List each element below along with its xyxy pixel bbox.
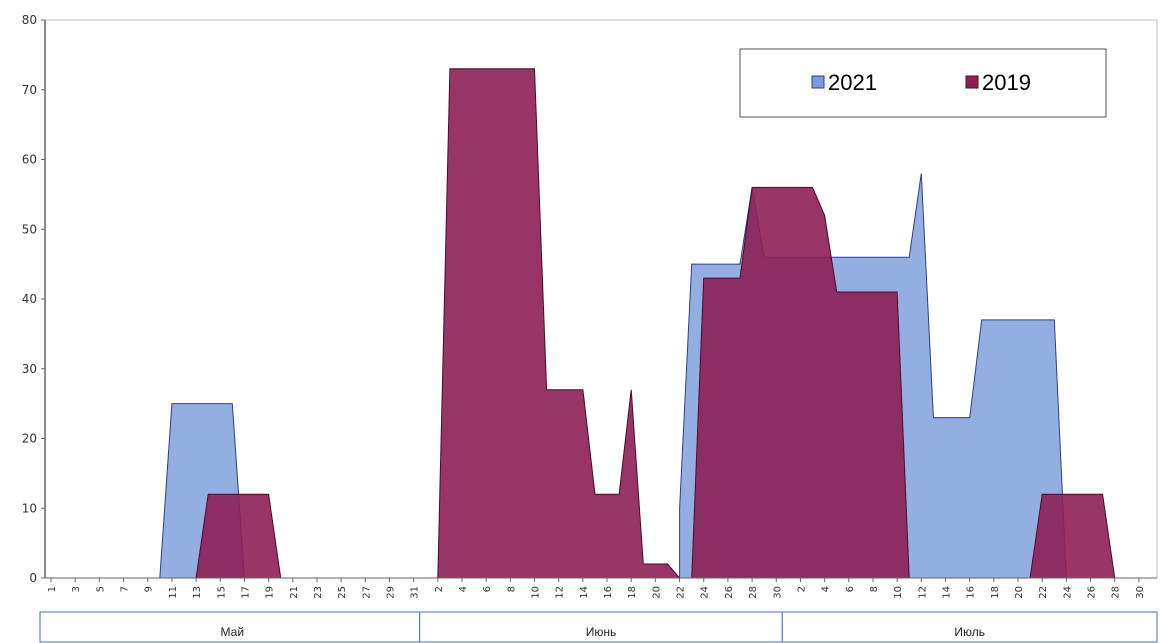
x-tick-label: 21 xyxy=(289,586,300,599)
x-tick-label: 5 xyxy=(95,586,106,592)
y-tick-label: 60 xyxy=(22,153,37,167)
x-tick-label: 6 xyxy=(845,586,856,592)
x-tick-label: 24 xyxy=(700,586,711,599)
x-tick-label: 14 xyxy=(579,586,590,599)
month-box xyxy=(781,611,1158,643)
x-tick-label: 8 xyxy=(506,586,517,592)
y-tick-label: 30 xyxy=(22,362,37,376)
x-tick-label: 6 xyxy=(482,586,493,592)
x-tick-label: 16 xyxy=(603,586,614,599)
x-tick-label: 22 xyxy=(1038,586,1049,599)
y-tick-label: 40 xyxy=(22,292,37,306)
y-tick-label: 20 xyxy=(22,432,37,446)
x-tick-label: 31 xyxy=(410,586,421,599)
month-box xyxy=(39,611,421,643)
x-tick-label: 18 xyxy=(990,586,1001,599)
x-tick-label: 9 xyxy=(144,586,155,592)
month-label: Июль xyxy=(954,625,985,639)
x-tick-label: 18 xyxy=(627,586,638,599)
x-tick-label: 8 xyxy=(869,586,880,592)
x-tick-label: 17 xyxy=(240,586,251,599)
legend-box xyxy=(739,48,1107,118)
y-tick-label: 50 xyxy=(22,222,37,236)
x-tick-label: 20 xyxy=(651,586,662,599)
x-tick-label: 10 xyxy=(531,586,542,599)
x-tick-label: 16 xyxy=(966,586,977,599)
x-tick-label: 3 xyxy=(71,586,82,592)
x-tick-label: 20 xyxy=(1014,586,1025,599)
x-tick-label: 2 xyxy=(434,586,445,592)
x-tick-label: 11 xyxy=(168,586,179,599)
x-tick-label: 29 xyxy=(385,586,396,599)
x-tick-label: 22 xyxy=(676,586,687,599)
legend: 2021 2019 xyxy=(739,48,1107,118)
legend-label-2021: 2021 xyxy=(828,70,877,95)
legend-label-2019: 2019 xyxy=(982,70,1031,95)
x-tick-label: 7 xyxy=(120,586,131,592)
x-tick-label: 30 xyxy=(1135,586,1146,599)
y-tick-label: 70 xyxy=(22,83,37,97)
legend-swatch-2019 xyxy=(965,75,979,89)
x-tick-label: 26 xyxy=(724,586,735,599)
x-tick-label: 15 xyxy=(216,586,227,599)
x-tick-label: 28 xyxy=(748,586,759,599)
x-tick-label: 10 xyxy=(893,586,904,599)
x-tick-label: 24 xyxy=(1062,586,1073,599)
x-tick-label: 26 xyxy=(1087,586,1098,599)
month-label: Май xyxy=(221,625,245,639)
x-tick-label: 19 xyxy=(265,586,276,599)
x-tick-label: 2 xyxy=(796,586,807,592)
x-tick-label: 4 xyxy=(458,586,469,592)
legend-swatch-2021 xyxy=(811,75,825,89)
x-tick-label: 1 xyxy=(47,586,58,592)
x-tick-label: 28 xyxy=(1111,586,1122,599)
y-tick-label: 0 xyxy=(29,571,37,585)
x-tick-label: 13 xyxy=(192,586,203,599)
x-tick-label: 12 xyxy=(917,586,928,599)
x-tick-label: 30 xyxy=(772,586,783,599)
month-label: Июнь xyxy=(586,625,617,639)
x-tick-label: 23 xyxy=(313,586,324,599)
month-box xyxy=(419,611,783,643)
x-tick-label: 27 xyxy=(361,586,372,599)
x-tick-label: 12 xyxy=(555,586,566,599)
x-tick-label: 25 xyxy=(337,586,348,599)
y-tick-label: 10 xyxy=(22,501,37,515)
x-tick-label: 4 xyxy=(821,586,832,592)
y-tick-label: 80 xyxy=(22,13,37,27)
x-tick-label: 14 xyxy=(941,586,952,599)
